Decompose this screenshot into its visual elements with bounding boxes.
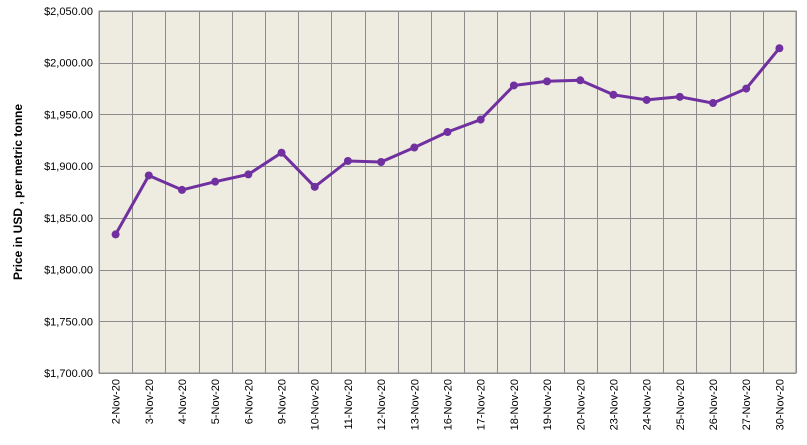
x-tick-label: 5-Nov-20 bbox=[210, 379, 222, 424]
data-point bbox=[742, 84, 751, 93]
y-axis-ticks: $1,700.00 $1,750.00 $1,800.00 $1,850.00 $1,9… bbox=[44, 6, 93, 380]
y-tick-label: $1,900.00 bbox=[44, 161, 93, 173]
x-tick-label: 19-Nov-20 bbox=[542, 379, 554, 430]
x-tick-label: 6-Nov-20 bbox=[243, 379, 255, 424]
x-tick-label: 18-Nov-20 bbox=[509, 379, 521, 430]
x-tick-label: 4-Nov-20 bbox=[177, 379, 189, 424]
data-point bbox=[509, 81, 518, 90]
y-tick-label: $1,950.00 bbox=[44, 109, 93, 121]
data-point bbox=[410, 143, 419, 152]
data-point bbox=[343, 156, 352, 165]
x-tick-label: 27-Nov-20 bbox=[741, 379, 753, 430]
x-tick-label: 3-Nov-20 bbox=[144, 379, 156, 424]
y-tick-label: $1,850.00 bbox=[44, 213, 93, 225]
data-point bbox=[543, 77, 552, 86]
data-point bbox=[377, 158, 386, 167]
y-tick-label: $1,800.00 bbox=[44, 265, 93, 277]
gridlines bbox=[99, 11, 797, 374]
x-tick-label: 11-Nov-20 bbox=[343, 379, 355, 430]
x-tick-label: 16-Nov-20 bbox=[443, 379, 455, 430]
data-point bbox=[111, 230, 120, 239]
y-tick-label: $1,750.00 bbox=[44, 316, 93, 328]
data-point bbox=[576, 76, 585, 85]
x-tick-label: 30-Nov-20 bbox=[774, 379, 786, 430]
data-point bbox=[642, 95, 651, 104]
x-tick-label: 23-Nov-20 bbox=[608, 379, 620, 430]
x-tick-label: 12-Nov-20 bbox=[376, 379, 388, 430]
data-point bbox=[244, 170, 253, 179]
x-tick-label: 13-Nov-20 bbox=[409, 379, 421, 430]
data-point bbox=[709, 99, 718, 108]
x-tick-label: 25-Nov-20 bbox=[675, 379, 687, 430]
y-tick-label: $2,050.00 bbox=[44, 6, 93, 18]
x-tick-label: 10-Nov-20 bbox=[310, 379, 322, 430]
data-point bbox=[476, 115, 485, 124]
data-point bbox=[443, 128, 452, 137]
y-axis-title: Price in USD , per metric tonne bbox=[11, 104, 25, 280]
data-point bbox=[609, 90, 618, 99]
data-point bbox=[277, 148, 286, 157]
data-point bbox=[177, 185, 186, 194]
x-tick-label: 20-Nov-20 bbox=[575, 379, 587, 430]
x-tick-label: 17-Nov-20 bbox=[476, 379, 488, 430]
y-tick-label: $1,700.00 bbox=[44, 368, 93, 380]
x-axis-ticks: 2-Nov-20 3-Nov-20 4-Nov-20 5-Nov-20 6-Nov-20… bbox=[111, 379, 787, 430]
y-tick-label: $2,000.00 bbox=[44, 58, 93, 70]
x-tick-label: 26-Nov-20 bbox=[708, 379, 720, 430]
data-point bbox=[775, 44, 784, 53]
series-group bbox=[111, 44, 784, 239]
data-point bbox=[144, 171, 153, 180]
data-point bbox=[310, 182, 319, 191]
plot-area bbox=[98, 10, 797, 374]
x-tick-label: 9-Nov-20 bbox=[277, 379, 289, 424]
x-tick-label: 24-Nov-20 bbox=[642, 379, 654, 430]
x-tick-label: 2-Nov-20 bbox=[111, 379, 123, 424]
data-point bbox=[675, 92, 684, 101]
data-point bbox=[211, 177, 220, 186]
